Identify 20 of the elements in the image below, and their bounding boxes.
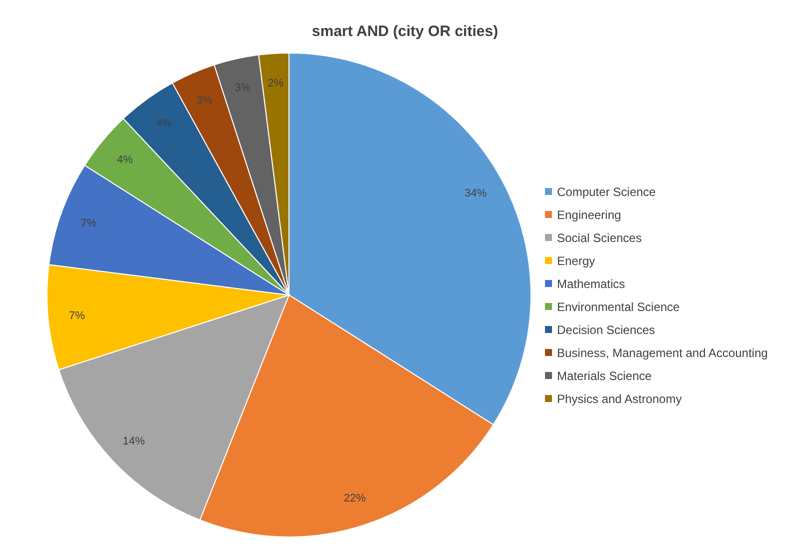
data-label: 22%: [344, 492, 366, 504]
data-label: 34%: [464, 187, 487, 200]
legend-label: Decision Sciences: [557, 323, 656, 338]
chart-title: smart AND (city OR cities): [312, 23, 498, 40]
legend-label: Materials Science: [557, 369, 652, 384]
data-label: 14%: [122, 436, 145, 448]
legend-label: Energy: [557, 254, 596, 268]
legend-label: Engineering: [557, 208, 622, 222]
data-label: 2%: [268, 77, 284, 90]
legend-label: Physics and Astronomy: [557, 392, 682, 406]
data-label: 3%: [196, 94, 213, 106]
legend-label: Business, Management and Accounting: [557, 346, 768, 360]
data-label: 7%: [80, 218, 97, 230]
data-label: 4%: [116, 154, 134, 166]
legend-label: Computer Science: [557, 185, 656, 200]
legend-label: Social Sciences: [557, 231, 642, 246]
legend-label: Environmental Science: [557, 300, 680, 314]
data-label: 7%: [69, 310, 86, 322]
legend-label: Mathematics: [557, 277, 626, 292]
data-label: 4%: [156, 118, 172, 130]
